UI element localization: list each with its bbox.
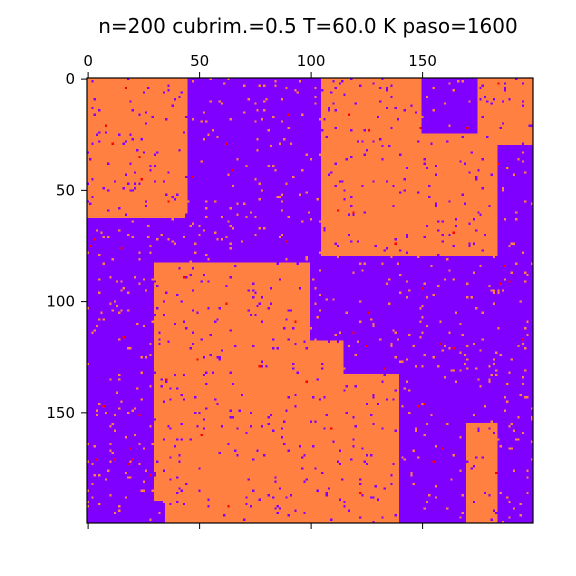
y-tick-label: 50 bbox=[56, 181, 75, 199]
x-tick-label: 0 bbox=[83, 52, 93, 70]
plot-frame bbox=[86, 77, 534, 524]
y-tick-label: 150 bbox=[46, 404, 75, 422]
lattice-heatmap bbox=[87, 78, 533, 523]
x-tick-label: 150 bbox=[408, 52, 437, 70]
y-tick-label: 100 bbox=[46, 293, 75, 311]
chart-title: n=200 cubrim.=0.5 T=60.0 K paso=1600 bbox=[98, 14, 517, 38]
y-tick-label: 0 bbox=[65, 70, 75, 88]
plot-area bbox=[87, 78, 533, 523]
x-tick-label: 100 bbox=[297, 52, 326, 70]
axis-ticks: 0 50 100 150 0 50 100 150 bbox=[46, 52, 437, 529]
x-tick-label: 50 bbox=[190, 52, 209, 70]
